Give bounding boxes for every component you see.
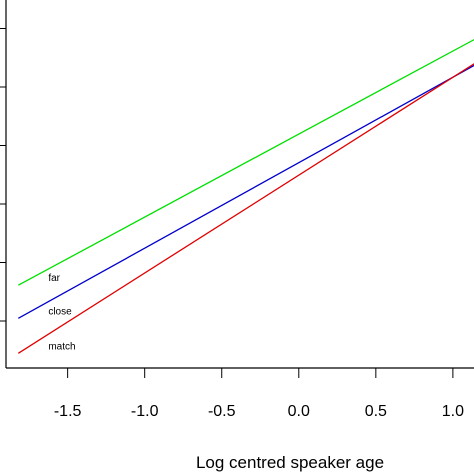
x-tick-label: -1.5: [54, 403, 82, 420]
x-tick-label: 0.0: [288, 403, 310, 420]
x-tick-label: -1.0: [131, 403, 159, 420]
series-label-close: close: [48, 306, 72, 317]
series-label-match: match: [48, 341, 75, 352]
x-tick-label: 0.5: [365, 403, 387, 420]
x-tick-label: -0.5: [208, 403, 236, 420]
series-lines: [17, 38, 474, 354]
series-labels: far close match: [48, 273, 75, 352]
series-line-close: [17, 64, 474, 319]
axes: -1.5 -1.0 -0.5 0.0 0.5 1.0: [0, 0, 474, 420]
x-axis-title: Log centred speaker age: [196, 453, 384, 472]
series-label-far: far: [48, 273, 60, 284]
x-tick-label: 1.0: [442, 403, 464, 420]
series-line-match: [17, 63, 474, 354]
series-line-far: [17, 38, 474, 286]
